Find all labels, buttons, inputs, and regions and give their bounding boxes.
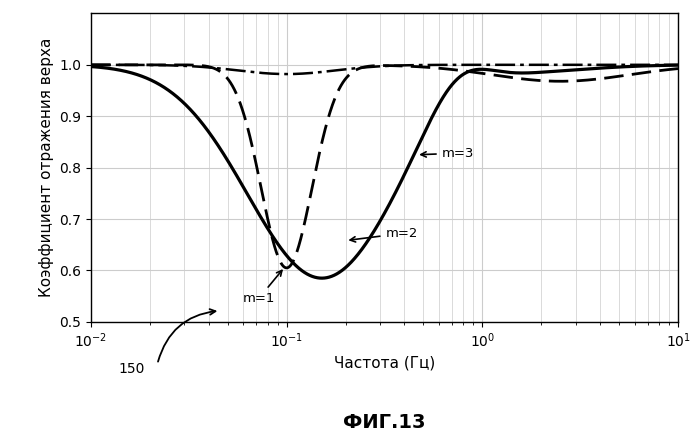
Text: 150: 150 <box>119 362 145 376</box>
Text: ФИГ.13: ФИГ.13 <box>343 413 426 432</box>
X-axis label: Частота (Гц): Частота (Гц) <box>334 356 435 371</box>
Text: m=3: m=3 <box>421 147 474 160</box>
Text: m=1: m=1 <box>243 270 282 305</box>
Y-axis label: Коэффициент отражения верха: Коэффициент отражения верха <box>38 38 54 297</box>
Text: m=2: m=2 <box>350 227 418 242</box>
